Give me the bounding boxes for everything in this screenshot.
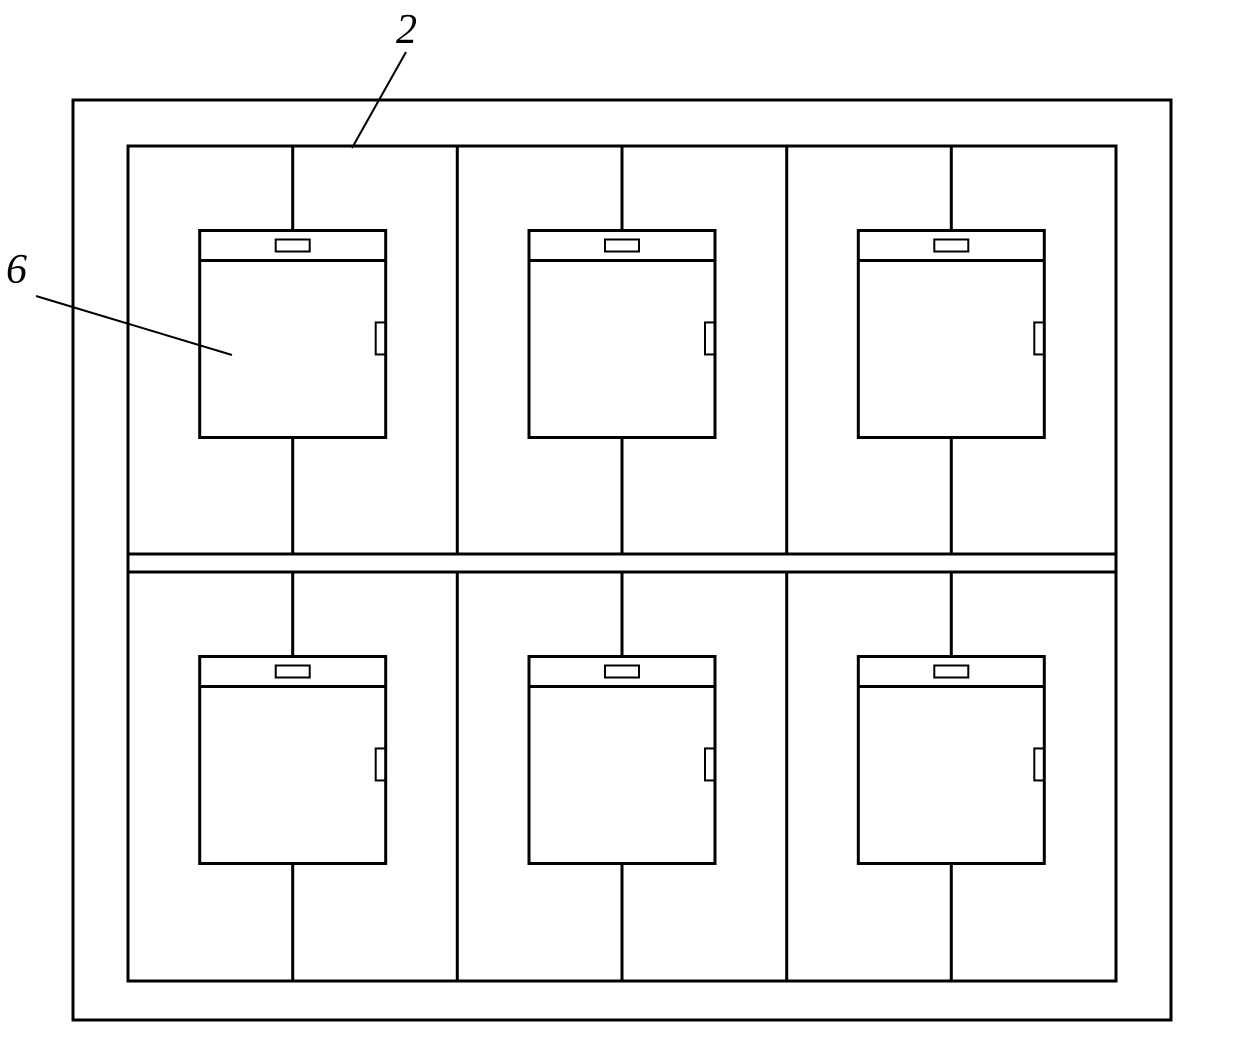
callout-label-6: 6 [6, 246, 27, 294]
diagram-svg [0, 0, 1240, 1047]
callout-label-2: 2 [396, 6, 417, 54]
technical-diagram [0, 0, 1240, 1047]
